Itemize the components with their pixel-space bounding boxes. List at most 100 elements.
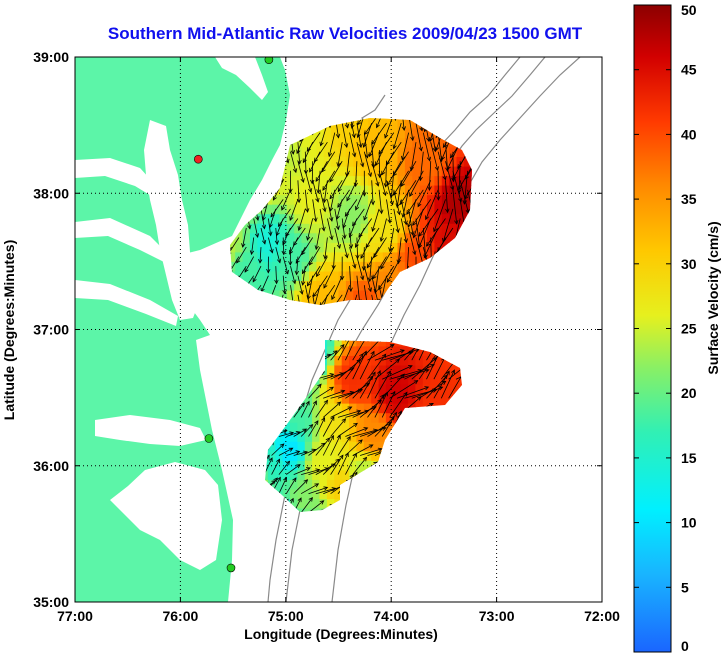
velocity-cell (290, 422, 298, 432)
x-tick-label: 75:00 (268, 608, 304, 624)
y-tick-label: 39:00 (33, 49, 69, 65)
velocity-cell (312, 479, 320, 489)
colorbar-tick-label: 30 (681, 256, 697, 272)
velocity-cell (243, 252, 251, 262)
velocity-cell (324, 242, 332, 252)
velocity-cell (371, 394, 379, 404)
x-tick-label: 77:00 (57, 608, 93, 624)
velocity-cell (438, 394, 446, 404)
velocity-cell (272, 252, 280, 262)
velocity-cell (356, 451, 364, 461)
velocity-cell (356, 375, 364, 385)
velocity-cell (390, 214, 398, 224)
velocity-cell (412, 128, 420, 138)
velocity-cell (405, 157, 413, 167)
velocity-cell (430, 394, 438, 404)
velocity-cell (408, 355, 416, 365)
velocity-cell (371, 413, 379, 423)
x-axis-label: Longitude (Degrees:Minutes) (244, 626, 438, 642)
radar-station-marker (227, 564, 235, 572)
velocity-cell (361, 290, 369, 300)
velocity-cell (331, 252, 339, 262)
velocity-cell (250, 261, 258, 271)
y-tick-label: 36:00 (33, 458, 69, 474)
velocity-cell (349, 375, 357, 385)
velocity-cell (420, 195, 428, 205)
velocity-cell (364, 413, 372, 423)
colorbar-tick-label: 35 (681, 191, 697, 207)
velocity-cell (334, 441, 342, 451)
velocity-cell (383, 204, 391, 214)
radar-station-marker (194, 155, 202, 163)
velocity-cell (342, 422, 350, 432)
velocity-cell (434, 233, 442, 243)
velocity-cell (346, 176, 354, 186)
velocity-cell (257, 261, 265, 271)
velocity-cell (339, 128, 347, 138)
velocity-cell (353, 290, 361, 300)
velocity-cell (379, 365, 387, 375)
velocity-cell (324, 128, 332, 138)
colorbar-tick-label: 25 (681, 321, 697, 337)
velocity-vector (364, 247, 365, 270)
velocity-cell (393, 346, 401, 356)
y-tick-label: 35:00 (33, 594, 69, 610)
velocity-cell (423, 375, 431, 385)
colorbar-tick-label: 10 (681, 515, 697, 531)
colorbar-tick-label: 15 (681, 450, 697, 466)
velocity-cell (268, 470, 276, 480)
velocity-cell (364, 394, 372, 404)
velocity-cell (324, 261, 332, 271)
y-tick-label: 38:00 (33, 185, 69, 201)
velocity-cell (339, 166, 347, 176)
velocity-cell (287, 290, 295, 300)
colorbar-tick-label: 0 (681, 638, 689, 654)
x-tick-label: 72:00 (584, 608, 620, 624)
velocity-cell (305, 441, 313, 451)
velocity-cell (342, 375, 350, 385)
velocity-cell (297, 413, 305, 423)
colorbar-tick-label: 5 (681, 579, 689, 595)
velocity-cell (405, 176, 413, 186)
chart-title: Southern Mid-Atlantic Raw Velocities 200… (108, 24, 583, 43)
velocity-cell (334, 365, 342, 375)
velocity-cell (316, 157, 324, 167)
velocity-cell (368, 242, 376, 252)
velocity-cell (312, 413, 320, 423)
colorbar (634, 5, 671, 652)
velocity-cell (457, 204, 465, 214)
velocity-cell (334, 470, 342, 480)
velocity-cell (320, 451, 328, 461)
velocity-cell (415, 355, 423, 365)
radar-station-marker (205, 435, 213, 443)
velocity-cell (398, 242, 406, 252)
velocity-cell (334, 355, 342, 365)
velocity-cell (316, 214, 324, 224)
y-axis-label: Latitude (Degrees:Minutes) (1, 240, 17, 420)
velocity-cell (405, 252, 413, 262)
velocity-cell (353, 166, 361, 176)
velocity-cell (427, 166, 435, 176)
velocity-cell (353, 185, 361, 195)
velocity-cell (420, 157, 428, 167)
x-tick-label: 76:00 (162, 608, 198, 624)
velocity-vector (312, 161, 313, 183)
plot-area (75, 56, 602, 602)
velocity-cell (342, 470, 350, 480)
velocity-cell (430, 375, 438, 385)
velocity-cell (393, 403, 401, 413)
y-tick-label: 37:00 (33, 322, 69, 338)
velocity-cell (356, 394, 364, 404)
velocity-cell (449, 195, 457, 205)
velocity-cell (294, 242, 302, 252)
velocity-cell (327, 470, 335, 480)
colorbar-tick-label: 20 (681, 385, 697, 401)
velocity-cell (379, 413, 387, 423)
velocity-cell (275, 441, 283, 451)
velocity-cell (297, 441, 305, 451)
x-tick-label: 73:00 (479, 608, 515, 624)
velocity-cell (342, 355, 350, 365)
velocity-cell (320, 403, 328, 413)
